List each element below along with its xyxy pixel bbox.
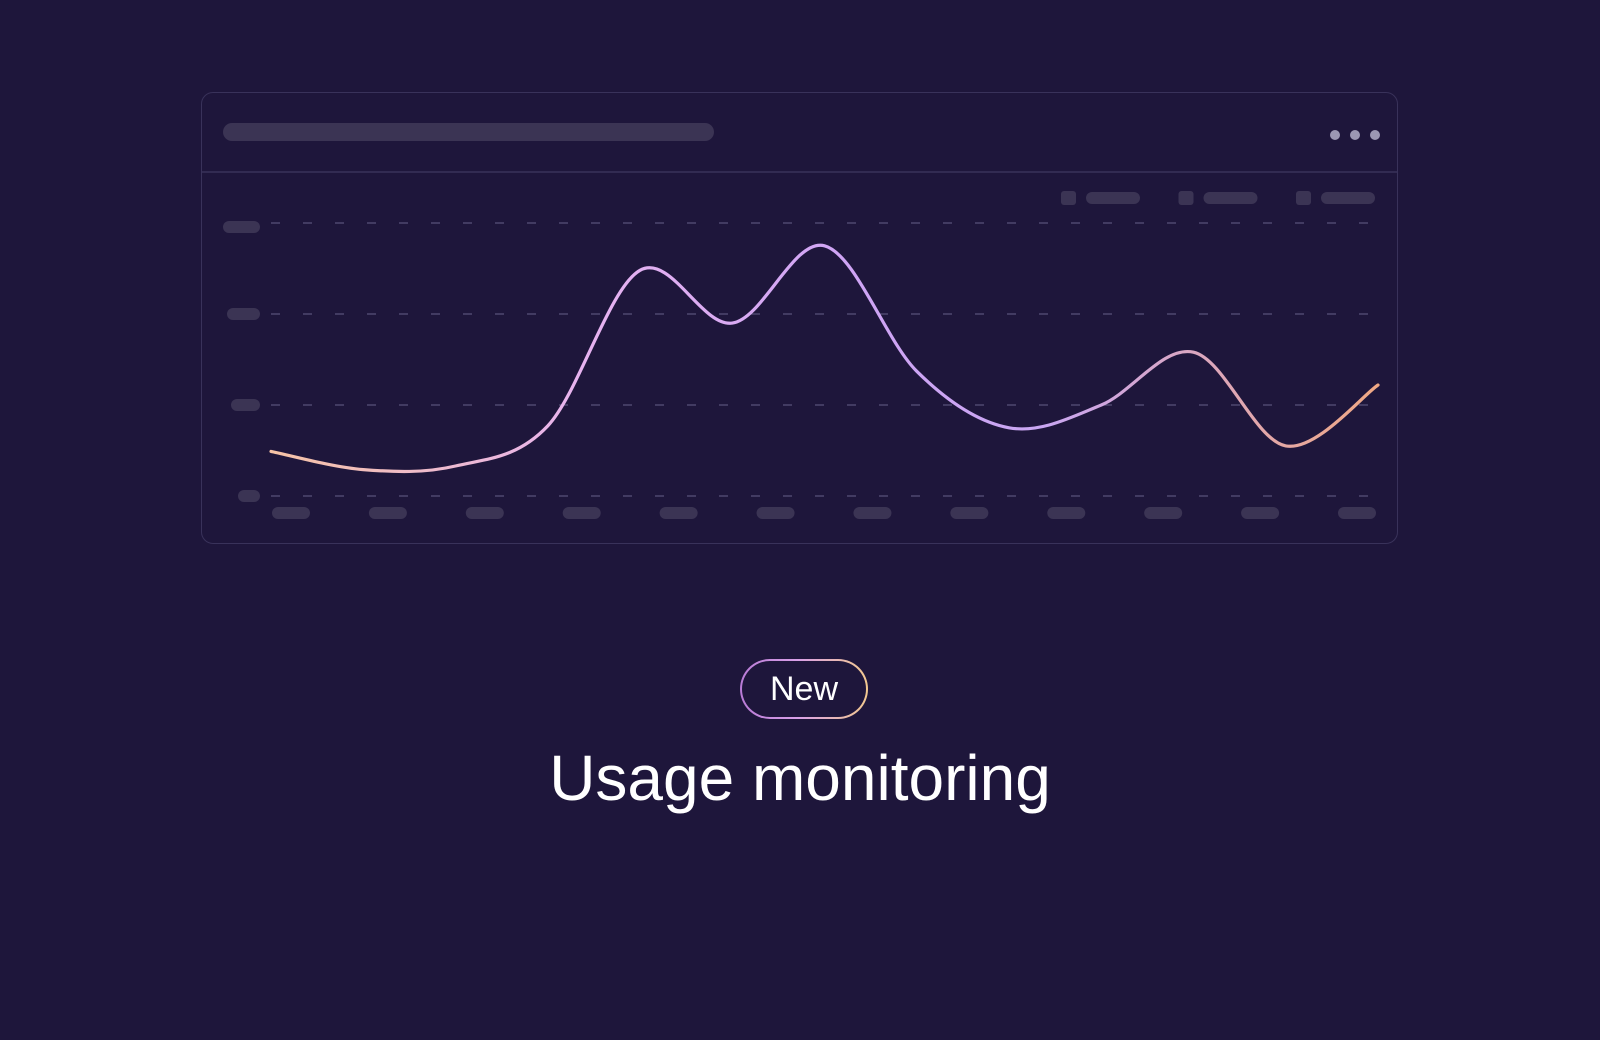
data-point xyxy=(269,449,273,453)
x-tick-label-placeholder xyxy=(950,507,989,519)
y-tick-label-placeholder xyxy=(223,221,260,233)
y-tick-label-placeholder xyxy=(238,490,260,502)
x-tick-label-placeholder xyxy=(465,507,504,519)
data-point xyxy=(915,369,919,373)
chart-card xyxy=(201,92,1398,544)
x-tick-label-placeholder xyxy=(368,507,407,519)
x-tick-label-placeholder xyxy=(1144,507,1183,519)
legend-entry[interactable] xyxy=(1296,191,1375,205)
legend-swatch xyxy=(1178,191,1194,205)
x-tick-label-placeholder xyxy=(272,507,310,519)
x-tick-label-placeholder xyxy=(1241,507,1280,519)
new-badge: New xyxy=(740,659,868,719)
data-point xyxy=(361,468,365,472)
data-point xyxy=(546,424,550,428)
y-tick-label-placeholder xyxy=(227,308,260,320)
legend-label-placeholder xyxy=(1086,192,1140,204)
x-tick-label-placeholder xyxy=(1338,507,1376,519)
legend-label-placeholder xyxy=(1203,192,1258,204)
legend-label-placeholder xyxy=(1321,192,1375,204)
y-tick-label-placeholder xyxy=(231,399,260,411)
x-tick-label-placeholder xyxy=(1047,507,1086,519)
legend-entry[interactable] xyxy=(1178,191,1258,205)
legend-swatch xyxy=(1061,191,1076,205)
data-point xyxy=(1192,350,1196,354)
data-point xyxy=(1099,403,1103,407)
usage-series-line xyxy=(269,243,1380,474)
legend-entry[interactable] xyxy=(1061,191,1140,205)
data-point xyxy=(454,464,458,468)
usage-chart xyxy=(202,123,1397,519)
data-point xyxy=(823,244,827,248)
new-badge-label: New xyxy=(769,670,839,708)
x-tick-label-placeholder xyxy=(756,507,795,519)
more-horizontal-icon[interactable] xyxy=(1330,130,1380,140)
page-title: Usage monitoring xyxy=(549,742,1051,814)
legend-swatch xyxy=(1296,191,1311,205)
data-point xyxy=(1376,383,1380,387)
data-point xyxy=(1284,444,1288,448)
x-tick-label-placeholder xyxy=(853,507,892,519)
data-point xyxy=(730,321,734,325)
data-point xyxy=(1007,426,1011,430)
card-title-placeholder xyxy=(223,123,714,141)
x-tick-label-placeholder xyxy=(562,507,601,519)
data-point xyxy=(638,268,642,272)
x-tick-label-placeholder xyxy=(659,507,698,519)
